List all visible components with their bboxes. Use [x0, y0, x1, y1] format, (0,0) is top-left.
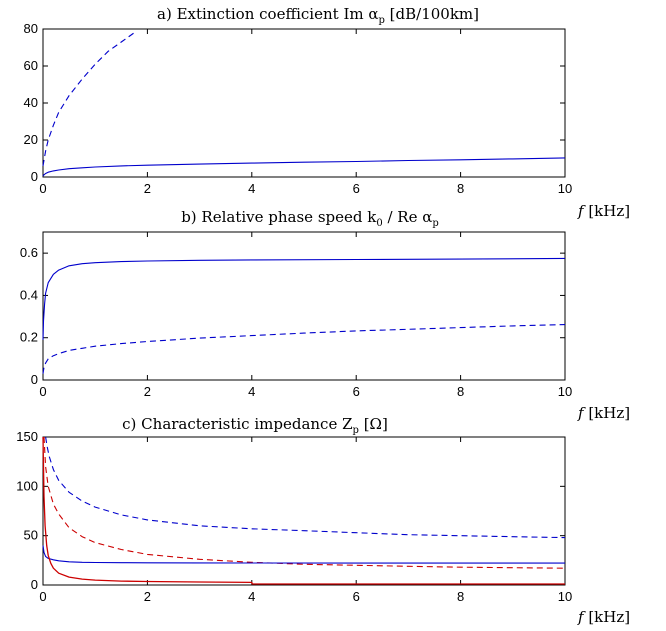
x-tick-label: 4 — [248, 384, 255, 399]
panel-b-title: b) Relative phase speed k0 / Re αp — [181, 208, 439, 229]
x-tick-label: 10 — [558, 181, 572, 196]
panel-c-series — [42, 436, 566, 585]
x-tick-label: 6 — [353, 589, 360, 604]
panel-c-xlabel: f [kHz] — [577, 608, 630, 626]
y-tick-label: 100 — [16, 478, 38, 493]
panel-c-y-axis: 0 50 100 150 — [16, 429, 565, 592]
y-tick-label: 20 — [24, 132, 38, 147]
x-tick-label: 0 — [39, 181, 46, 196]
series-line-solid-0 — [42, 157, 566, 177]
panel-a-series — [42, 32, 566, 177]
y-tick-label: 50 — [24, 528, 38, 543]
panel-a: a) Extinction coefficient Im αp [dB/100k… — [24, 5, 631, 220]
panel-b: b) Relative phase speed k0 / Re αp 00.20… — [20, 208, 630, 422]
x-tick-label: 8 — [457, 181, 464, 196]
panel-b-x-axis: 0 2 4 6 8 10 — [39, 232, 572, 399]
series-line-dashed-1 — [43, 436, 566, 569]
y-tick-label: 0.4 — [20, 287, 38, 302]
y-tick-label: 40 — [24, 95, 38, 110]
series-line-dashed-0 — [45, 436, 566, 539]
y-tick-label: 150 — [16, 429, 38, 444]
x-tick-label: 6 — [353, 384, 360, 399]
x-tick-label: 4 — [248, 181, 255, 196]
panel-a-title: a) Extinction coefficient Im αp [dB/100k… — [157, 5, 479, 26]
x-tick-label: 0 — [39, 384, 46, 399]
x-tick-label: 8 — [457, 589, 464, 604]
x-tick-label: 6 — [353, 181, 360, 196]
panel-b-series — [42, 257, 566, 374]
panel-a-y-axis: 0 20 40 60 80 — [24, 21, 565, 184]
series-line-solid-3 — [42, 436, 565, 585]
panel-a-x-axis: 0 2 4 6 8 10 — [39, 29, 572, 196]
x-tick-label: 2 — [144, 384, 151, 399]
series-line-dashed-1 — [42, 32, 135, 166]
y-tick-label: 80 — [24, 21, 38, 36]
y-tick-label: 0 — [31, 169, 38, 184]
panel-b-y-axis: 0 0.2 0.4 0.6 — [20, 245, 565, 387]
series-line-solid-0 — [42, 257, 566, 340]
panel-c-x-axis: 0 2 4 6 8 10 — [39, 437, 572, 604]
x-tick-label: 10 — [558, 384, 572, 399]
x-tick-label: 8 — [457, 384, 464, 399]
y-tick-label: 0.6 — [20, 245, 38, 260]
panel-b-frame — [42, 231, 566, 381]
panel-c-frame — [42, 436, 566, 586]
x-tick-label: 0 — [39, 589, 46, 604]
x-tick-label: 4 — [248, 589, 255, 604]
x-tick-label: 2 — [144, 589, 151, 604]
x-tick-label: 2 — [144, 181, 151, 196]
panel-c: c) Characteristic impedance Zp [Ω] 0 50 10… — [16, 415, 630, 626]
panel-c-title: c) Characteristic impedance Zp [Ω] — [122, 415, 388, 436]
y-tick-label: 0 — [31, 577, 38, 592]
y-tick-label: 60 — [24, 58, 38, 73]
panel-b-xlabel: f [kHz] — [577, 404, 630, 422]
panel-a-frame — [42, 28, 566, 178]
series-line-solid-2 — [42, 545, 565, 564]
y-tick-label: 0 — [31, 372, 38, 387]
series-line-dashed-1 — [42, 324, 566, 374]
y-tick-label: 0.2 — [20, 330, 38, 345]
x-tick-label: 10 — [558, 589, 572, 604]
panel-a-xlabel: f [kHz] — [577, 202, 630, 220]
